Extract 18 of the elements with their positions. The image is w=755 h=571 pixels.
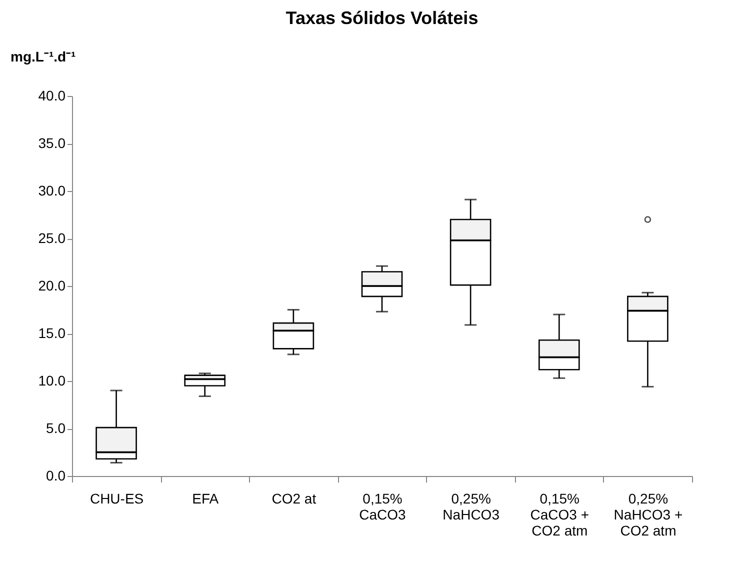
y-tick-label: 10.0: [38, 372, 66, 388]
y-tick-label: 30.0: [38, 182, 66, 198]
y-tick-label: 0.0: [46, 468, 66, 484]
y-tick-label: 5.0: [46, 420, 66, 436]
x-tick-label: 0,15% CaCO3 + CO2 atm: [530, 490, 590, 538]
x-tick-label: EFA: [192, 490, 220, 506]
y-axis-title: mg.L⁻¹.d⁻¹: [10, 48, 76, 64]
y-tick-label: 25.0: [38, 230, 66, 246]
x-tick-label: CHU-ES: [90, 490, 144, 506]
x-tick-label: 0,25% NaHCO3: [442, 490, 500, 522]
y-tick-label: 15.0: [38, 325, 66, 341]
chart-title: Taxas Sólidos Voláteis: [286, 8, 478, 28]
y-tick-label: 20.0: [38, 278, 66, 294]
x-tick-label: 0,15% CaCO3: [359, 490, 406, 522]
x-tick-label: CO2 at: [272, 490, 316, 506]
x-tick-label: 0,25% NaHCO3 + CO2 atm: [614, 490, 683, 538]
y-tick-label: 35.0: [38, 135, 66, 151]
y-tick-label: 40.0: [38, 88, 66, 104]
